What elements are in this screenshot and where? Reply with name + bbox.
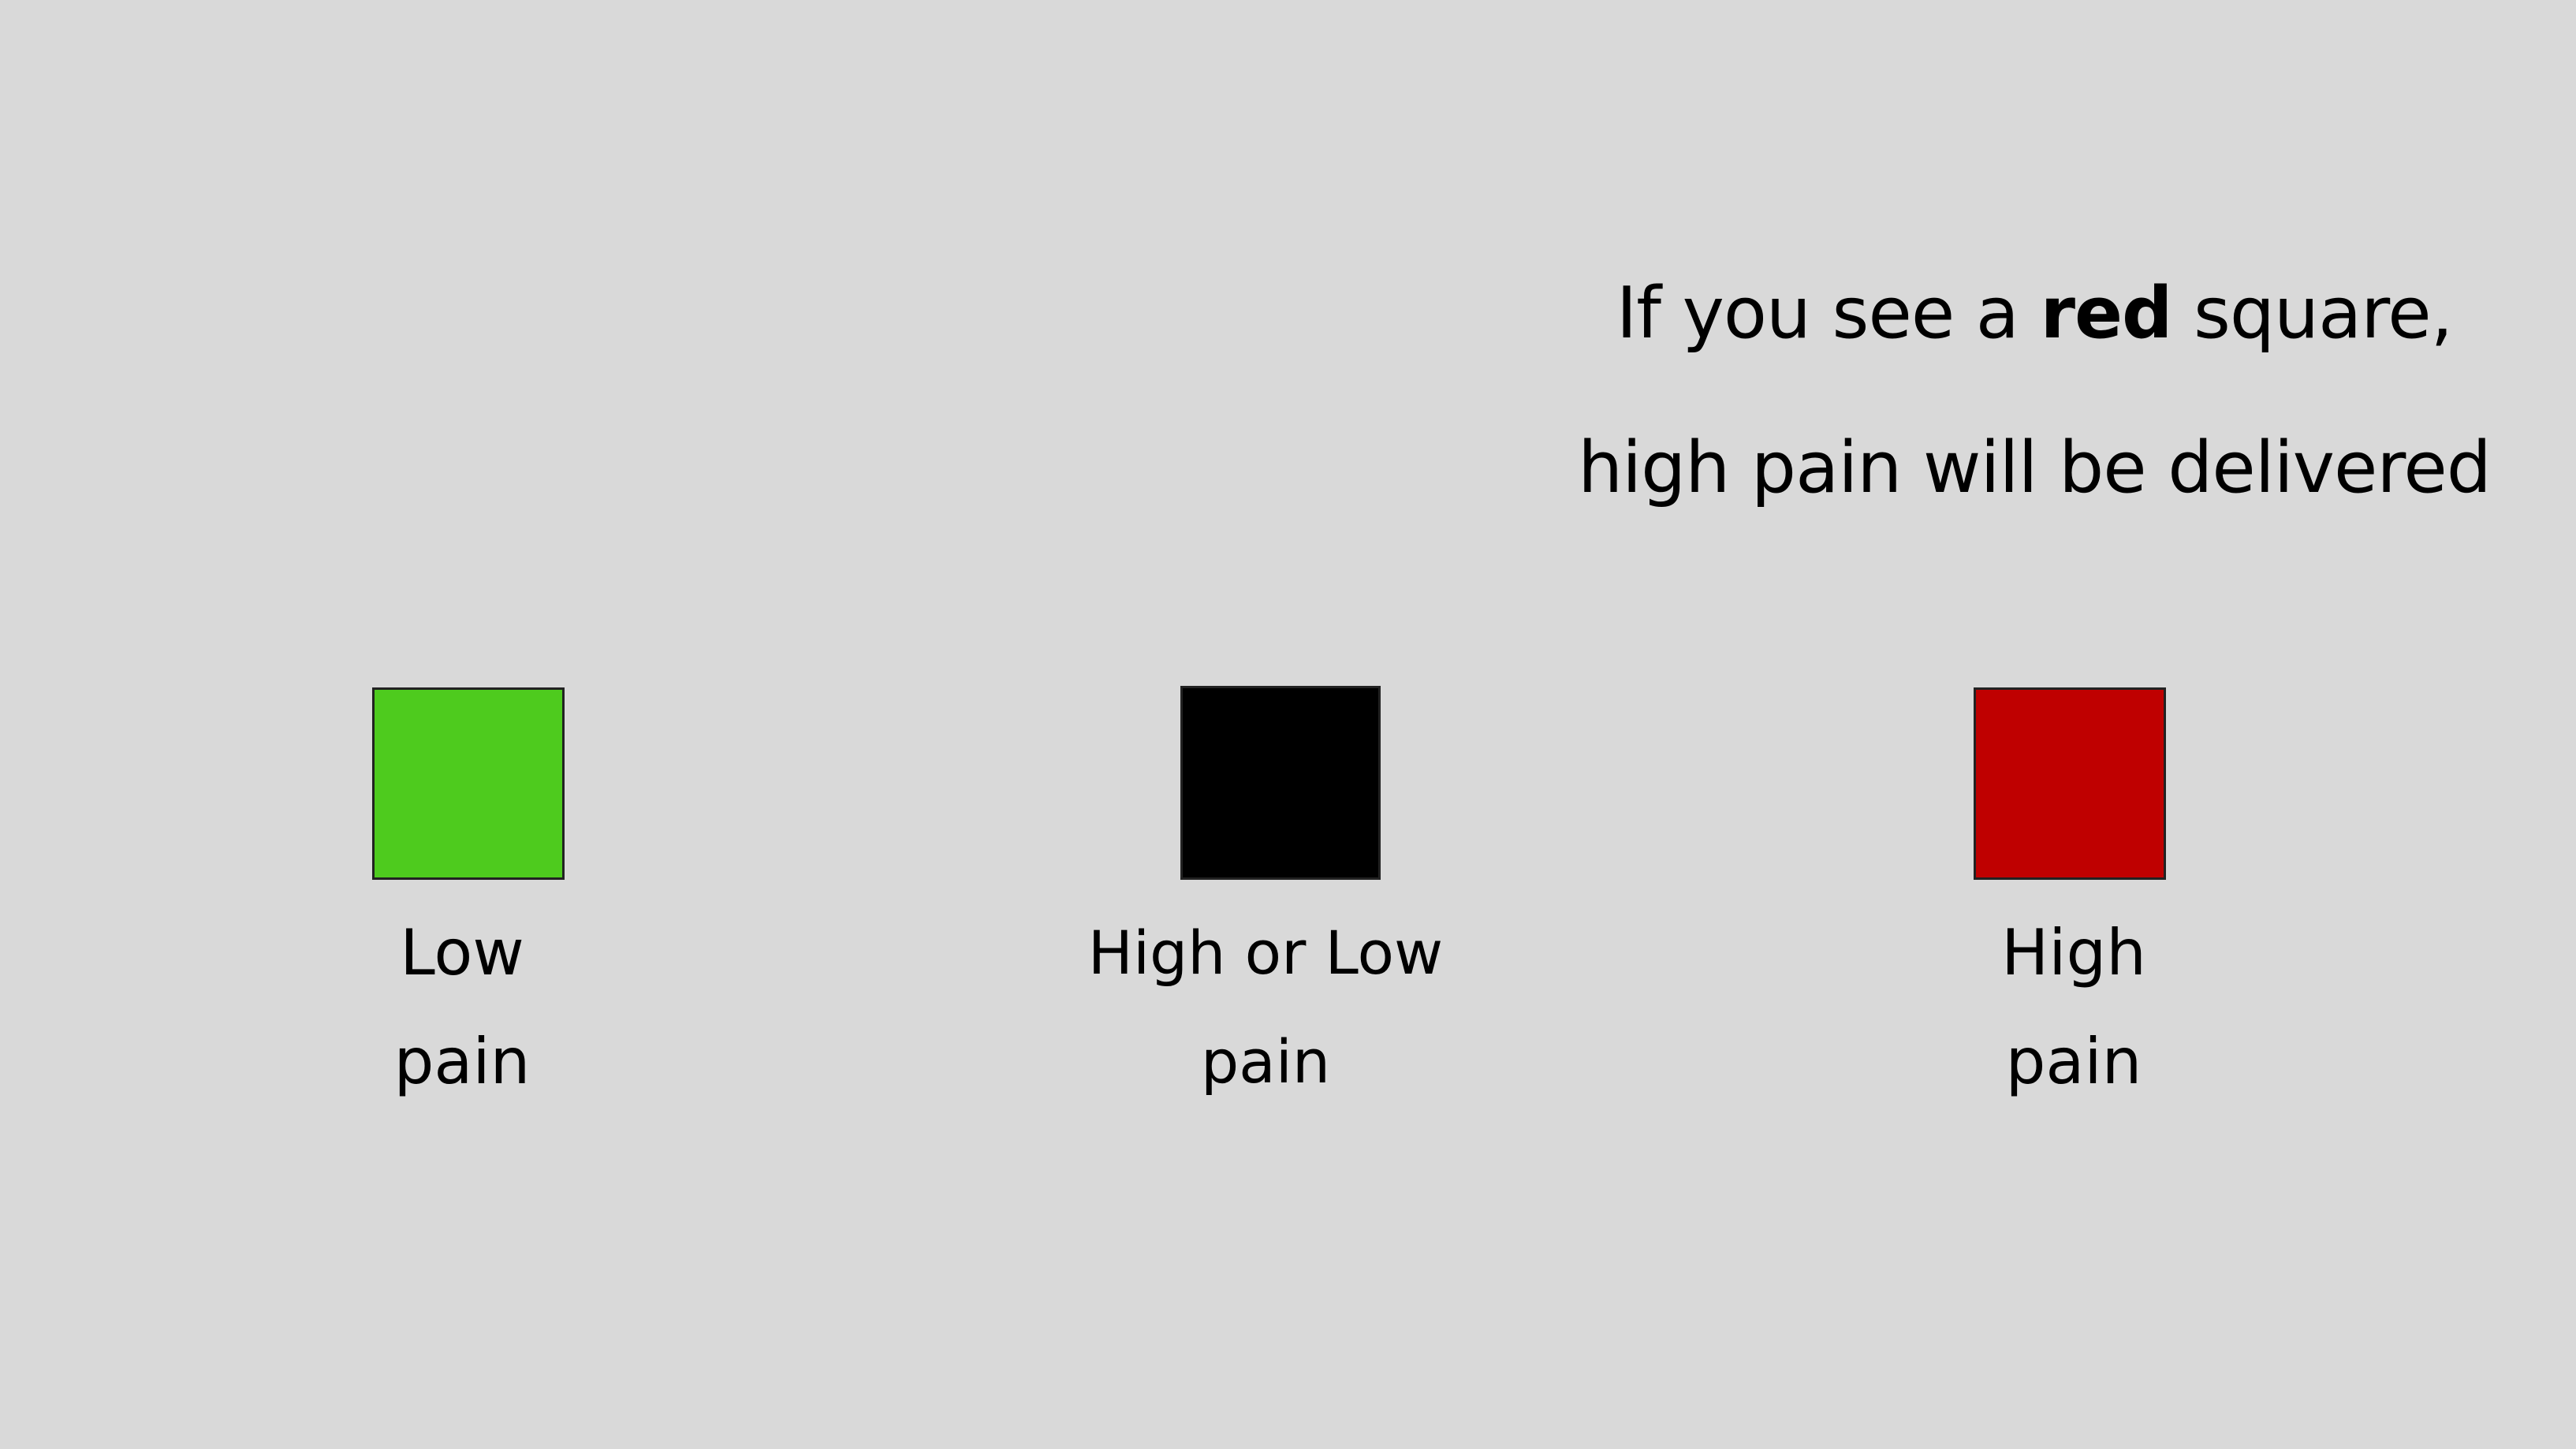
red-cue-label: High pain <box>2001 916 2146 1098</box>
green-cue-label: Low pain <box>393 916 531 1098</box>
instruction-line-1: If you see a red square, <box>1616 272 2453 355</box>
instruction-text: If you see a red square, high pain will … <box>1522 237 2547 546</box>
red-square <box>1974 687 2166 880</box>
green-square <box>372 687 565 880</box>
instruction-emphasis: red <box>2040 272 2173 355</box>
instruction-line-2: high pain will be delivered <box>1578 427 2492 509</box>
black-square <box>1180 686 1381 880</box>
black-cue-label: High or Low pain <box>1087 918 1444 1097</box>
